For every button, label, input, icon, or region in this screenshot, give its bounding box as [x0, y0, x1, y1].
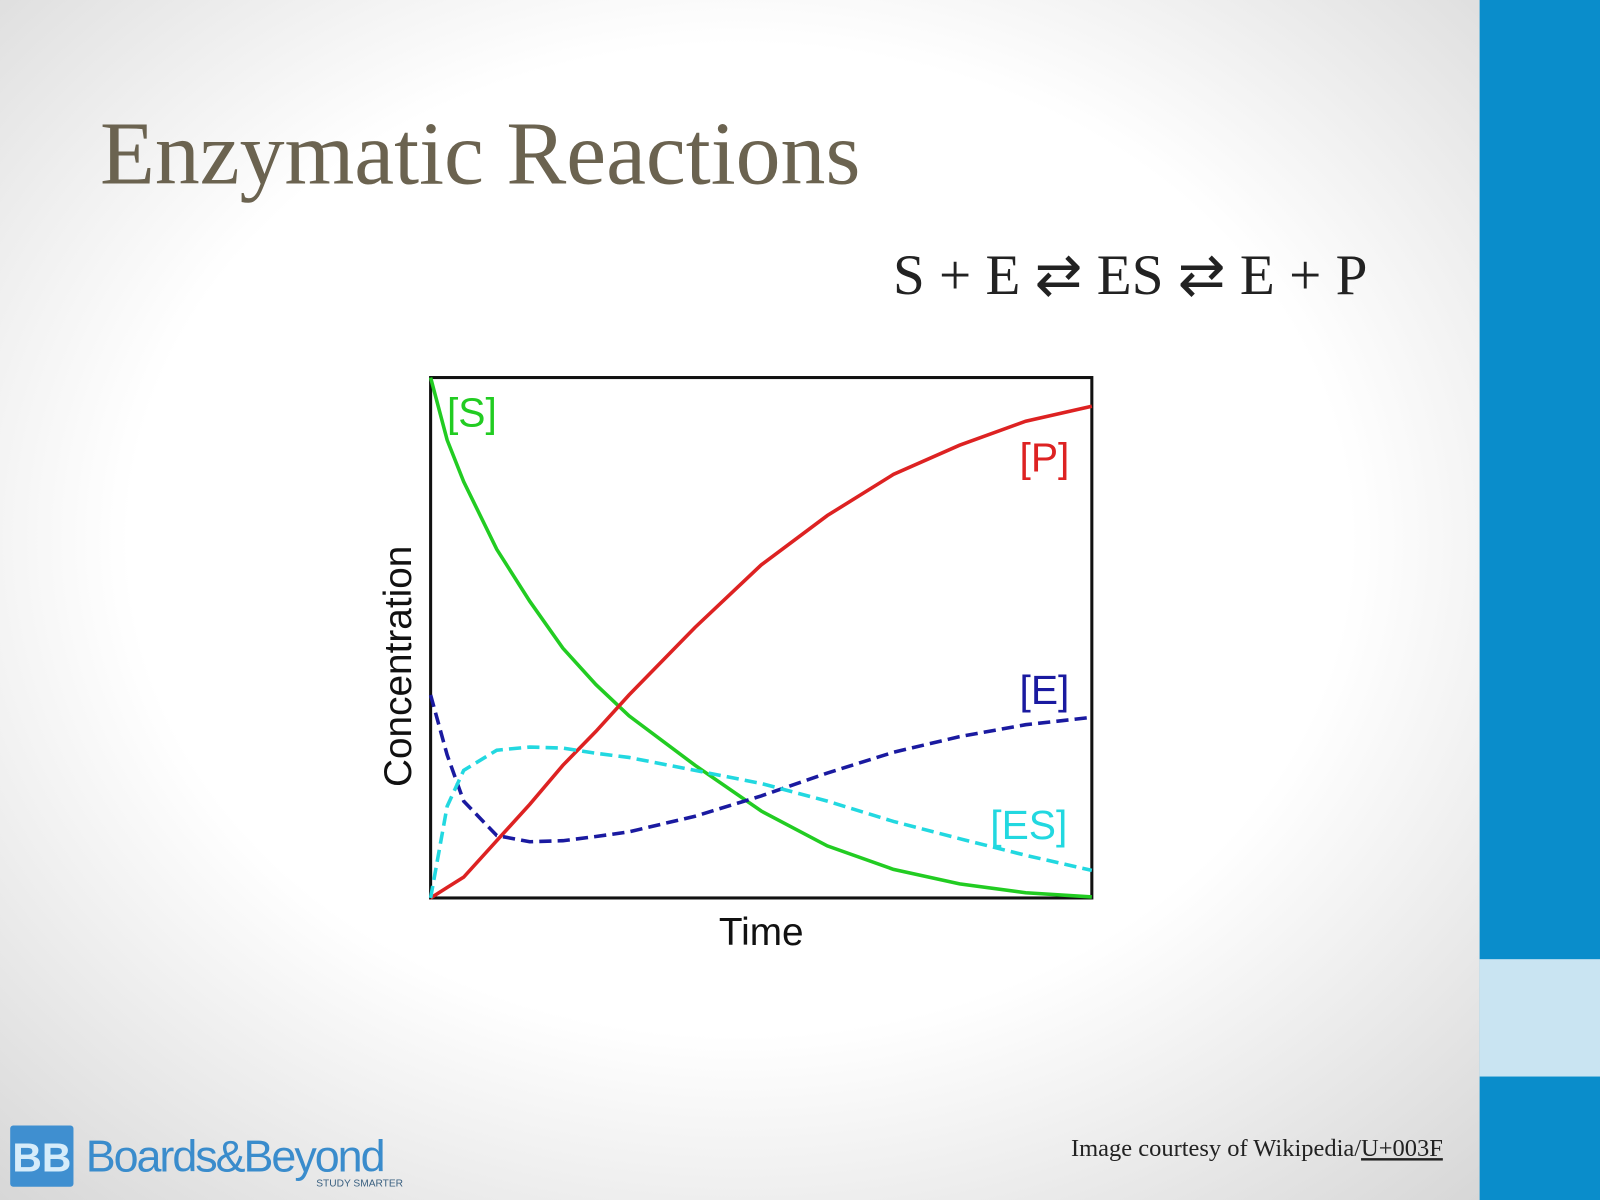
logo-name: Boards&Beyond	[86, 1130, 384, 1181]
side-bar-accent	[1479, 959, 1600, 1077]
series-line	[428, 694, 1093, 844]
credit: Image courtesy of Wikipedia/U+003F	[1071, 1135, 1443, 1162]
equation: S + E ⇄ ES ⇄ E + P	[893, 244, 1367, 307]
logo-icon-text: BB	[12, 1134, 71, 1180]
slide-title: Enzymatic Reactions	[100, 105, 860, 204]
logo-tagline: STUDY SMARTER	[316, 1179, 403, 1190]
series-label: [ES]	[990, 802, 1067, 848]
credit-link[interactable]: U+003F	[1361, 1135, 1443, 1162]
credit-text: Image courtesy of Wikipedia/	[1071, 1135, 1361, 1162]
series-label: [P]	[1019, 434, 1069, 480]
series-label: [S]	[447, 390, 497, 436]
series-line	[429, 404, 1093, 900]
logo-icon	[10, 1125, 74, 1187]
series-line	[428, 377, 1092, 899]
series-label: [E]	[1019, 667, 1069, 713]
chart: Time Concentration [S] [P] [E] [ES]	[377, 376, 1094, 954]
series-line	[428, 745, 1093, 899]
x-axis-label: Time	[719, 911, 804, 954]
y-axis-label: Concentration	[377, 546, 420, 787]
